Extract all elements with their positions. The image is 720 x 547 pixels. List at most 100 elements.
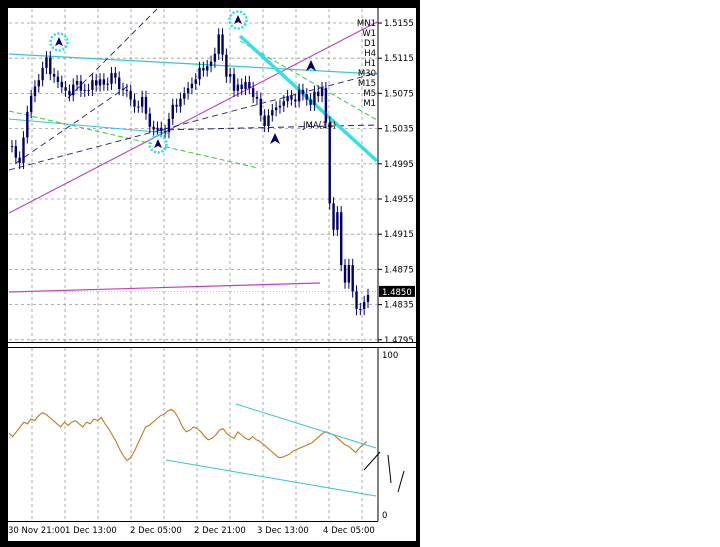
- candle-body: [87, 89, 90, 91]
- price-axis-tick-label: 1.4875: [384, 265, 414, 275]
- candle-body: [232, 74, 236, 91]
- swing-star-ring: [148, 134, 168, 154]
- candle-body: [91, 80, 94, 90]
- candle-body: [347, 265, 351, 283]
- candle-body: [351, 265, 354, 292]
- candle-body: [29, 96, 33, 112]
- candle-body: [167, 118, 171, 133]
- candle-body: [366, 294, 370, 302]
- candle-body: [18, 157, 21, 163]
- candle-body: [240, 84, 243, 89]
- candle-body: [336, 212, 339, 230]
- candle-body: [22, 137, 25, 163]
- candle-body: [14, 146, 18, 158]
- time-axis-label: 2 Dec 21:00: [194, 526, 246, 536]
- candle-body: [117, 77, 121, 89]
- candle-body: [290, 96, 293, 100]
- green-dashed-line-left: [8, 110, 259, 169]
- candle-body: [225, 54, 228, 77]
- candle-body: [317, 91, 320, 97]
- oscillator-lower-channel: [165, 459, 377, 497]
- candle-body: [271, 110, 274, 116]
- candle-body: [355, 291, 358, 309]
- indicator-label: JMA(14): [302, 121, 336, 131]
- swing-star-icon: [49, 32, 69, 52]
- candle-body: [163, 131, 167, 133]
- timeframe-label-d1: D1: [364, 39, 376, 49]
- candle-body: [236, 84, 240, 91]
- price-axis-tick-label: 1.4835: [384, 301, 414, 311]
- candle-body: [301, 89, 305, 95]
- swing-star-arrow: [55, 37, 63, 46]
- candle-body: [286, 96, 289, 102]
- candle-body: [213, 53, 217, 62]
- navy-dashed-line-top: [67, 7, 159, 99]
- candle-body: [33, 86, 37, 97]
- terminal-frame: 1.5155 1.5115 1.5075 1.5035 1.4995 1.4955 1.49…: [0, 0, 420, 547]
- candle-body: [267, 115, 270, 126]
- candle-body: [259, 98, 263, 116]
- timeframe-label-h1: H1: [364, 59, 376, 69]
- candle-body: [198, 67, 201, 80]
- candle-body: [83, 89, 86, 91]
- current-price-label: 1.4850: [382, 288, 412, 298]
- candle-body: [328, 122, 331, 204]
- cyan-trendline-left-lower: [8, 118, 169, 134]
- swing-star-icon: [148, 134, 168, 154]
- candle-body: [72, 84, 75, 96]
- candle-body: [206, 66, 209, 71]
- candle-body: [98, 79, 102, 86]
- candle-body: [171, 104, 174, 119]
- chart-canvas[interactable]: 1.5155 1.5115 1.5075 1.5035 1.4995 1.4955 1.49…: [8, 7, 416, 541]
- candle-body: [305, 94, 308, 100]
- time-axis-label: 3 Dec 13:00: [257, 526, 309, 536]
- candle-body: [343, 265, 347, 283]
- candle-body: [140, 96, 144, 107]
- timeframe-label-m1: M1: [363, 99, 376, 109]
- oscillator-annotation-stroke: [387, 454, 392, 484]
- candle-body: [75, 81, 79, 85]
- candle-body: [114, 73, 117, 78]
- candle-body: [49, 57, 52, 75]
- candle-body: [175, 104, 178, 107]
- price-axis-tick-label: 1.4915: [384, 230, 414, 240]
- time-axis-label: 1 Dec 13:00: [65, 526, 117, 536]
- oscillator-axis-tick-label: 100: [382, 351, 398, 361]
- price-axis-tick-label: 1.5075: [384, 89, 414, 99]
- candle-body: [56, 76, 60, 82]
- candle-body: [26, 111, 29, 138]
- current-price-box: [379, 285, 415, 297]
- candle-body: [248, 81, 251, 89]
- price-plot-area: [9, 9, 378, 342]
- candle-body: [186, 88, 190, 94]
- time-axis-label: 2 Dec 05:00: [130, 526, 182, 536]
- candle-body: [144, 96, 148, 114]
- price-axis-tick-label: 1.4955: [384, 195, 414, 205]
- timeframe-label-mn1: MN1: [357, 19, 376, 29]
- candle-body: [194, 79, 197, 84]
- swing-star-ring: [49, 32, 69, 52]
- timeframe-label-w1: W1: [362, 29, 376, 39]
- candle-body: [152, 126, 155, 130]
- candle-body: [160, 127, 163, 132]
- candle-body: [125, 89, 129, 91]
- price-axis-tick-label: 1.4795: [384, 336, 414, 346]
- price-axis-tick-label: 1.5035: [384, 125, 414, 135]
- candle-body: [362, 301, 366, 309]
- magenta-trendline-rising: [8, 21, 378, 214]
- fractal-arrow-icon: [306, 60, 316, 71]
- oscillator-annotation-stroke: [363, 451, 381, 471]
- chart-window: 1.5155 1.5115 1.5075 1.5035 1.4995 1.4955 1.49…: [8, 7, 416, 541]
- candle-body: [263, 115, 266, 126]
- candle-body: [37, 80, 40, 87]
- candle-body: [68, 90, 71, 96]
- swing-star-icon: [228, 10, 248, 30]
- candle-body: [251, 88, 255, 97]
- candle-body: [309, 99, 312, 105]
- oscillator-line: [8, 408, 368, 462]
- candle-body: [297, 89, 301, 102]
- green-dashed-line-right: [239, 40, 378, 121]
- candle-body: [294, 99, 297, 102]
- candle-body: [340, 212, 343, 265]
- candle-body: [179, 98, 182, 107]
